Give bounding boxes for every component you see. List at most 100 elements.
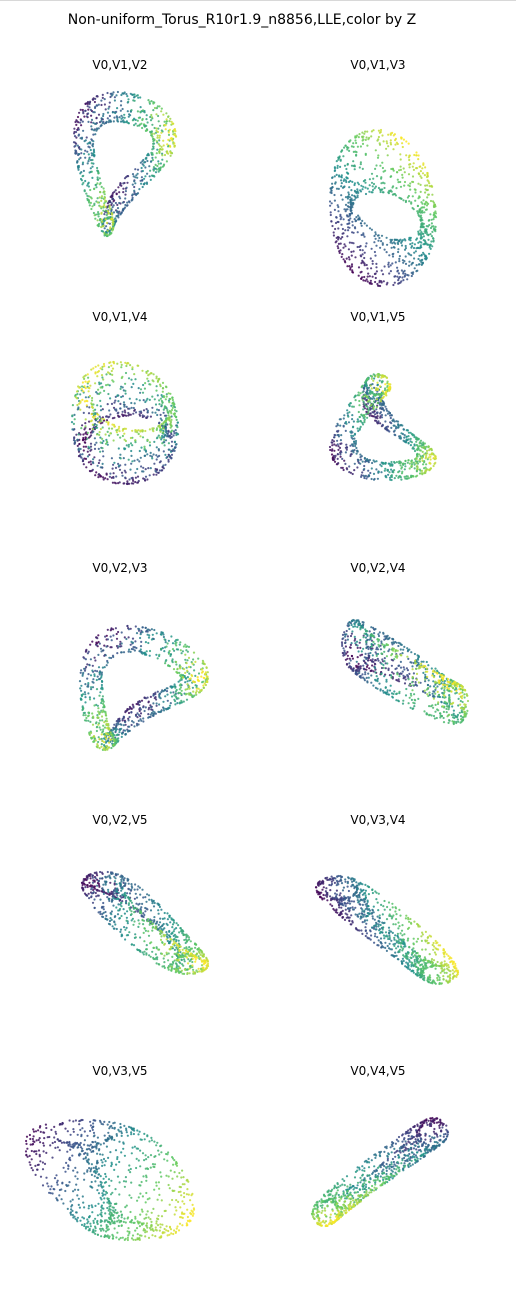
scatter-point — [85, 717, 87, 719]
scatter-point — [371, 130, 373, 132]
scatter-point — [416, 270, 418, 272]
scatter-point — [353, 146, 355, 148]
scatter-point — [395, 187, 397, 189]
scatter-point — [124, 204, 126, 206]
scatter-point — [138, 117, 140, 119]
scatter-point — [377, 154, 379, 156]
scatter-point — [350, 435, 352, 437]
scatter-point — [84, 180, 86, 182]
scatter-point — [192, 691, 194, 693]
scatter-point — [122, 182, 124, 184]
scatter-point — [416, 210, 418, 212]
scatter-point — [379, 395, 381, 397]
scatter-point — [96, 105, 98, 107]
scatter-point — [117, 723, 119, 725]
scatter-point — [413, 257, 415, 259]
scatter-point — [138, 480, 140, 482]
scatter-point — [383, 187, 385, 189]
scatter-point — [402, 649, 404, 651]
scatter-point — [132, 638, 134, 640]
scatter-point — [402, 177, 404, 179]
scatter-point — [403, 429, 405, 431]
scatter-point — [78, 153, 80, 155]
scatter-point — [102, 113, 104, 115]
scatter-point — [96, 404, 98, 406]
scatter-point — [131, 477, 133, 479]
scatter-point — [417, 205, 419, 207]
scatter-point — [177, 697, 179, 699]
scatter-point — [358, 621, 360, 623]
scatter-point — [79, 680, 81, 682]
scatter-point — [392, 255, 394, 257]
scatter-point — [366, 646, 368, 648]
scatter-point — [196, 688, 198, 690]
scatter-point — [415, 151, 417, 153]
scatter-point — [405, 245, 407, 247]
scatter-point — [341, 150, 343, 152]
scatter-point — [358, 246, 360, 248]
scatter-point — [74, 145, 76, 147]
scatter-point — [362, 391, 364, 393]
scatter-point — [415, 154, 417, 156]
scatter-point — [457, 704, 459, 706]
scatter-point — [359, 654, 361, 656]
scatter-point — [146, 129, 148, 131]
scatter-point — [404, 270, 406, 272]
scatter-point — [136, 724, 138, 726]
scatter-point — [392, 420, 394, 422]
scatter-point — [164, 444, 166, 446]
scatter-point — [80, 448, 82, 450]
scatter-point — [427, 664, 429, 666]
scatter-point — [84, 150, 86, 152]
scatter-point — [402, 272, 404, 274]
scatter-point — [379, 247, 381, 249]
scatter-point — [101, 711, 103, 713]
scatter-point — [132, 193, 134, 195]
scatter-point — [92, 134, 94, 136]
scatter-point — [130, 644, 132, 646]
scatter-point — [339, 418, 341, 420]
scatter-point — [342, 228, 344, 230]
scatter-point — [350, 198, 352, 200]
scatter-point — [361, 220, 363, 222]
scatter-point — [422, 162, 424, 164]
scatter-point — [398, 169, 400, 171]
scatter-point — [102, 695, 104, 697]
scatter-point — [408, 173, 410, 175]
scatter-point — [98, 448, 100, 450]
scatter-point — [352, 658, 354, 660]
scatter-point — [152, 695, 154, 697]
scatter-point — [415, 460, 417, 462]
scatter-point — [148, 637, 150, 639]
scatter-point — [421, 470, 423, 472]
scatter-point — [360, 185, 362, 187]
scatter-point — [112, 477, 114, 479]
scatter-point — [419, 208, 421, 210]
scatter-point — [202, 681, 204, 683]
scatter-point — [371, 191, 373, 193]
scatter-point — [151, 411, 153, 413]
scatter-point — [403, 668, 405, 670]
scatter-point — [138, 628, 140, 630]
scatter-point — [112, 464, 114, 466]
scatter-plot — [0, 76, 240, 306]
scatter-point — [367, 188, 369, 190]
scatter-point — [379, 385, 381, 387]
scatter-point — [159, 137, 161, 139]
scatter-point — [92, 716, 94, 718]
scatter-point — [116, 652, 118, 654]
scatter-point — [170, 138, 172, 140]
scatter-point — [366, 145, 368, 147]
scatter-point — [170, 692, 172, 694]
scatter-point — [367, 400, 369, 402]
scatter-point — [158, 403, 160, 405]
scatter-point — [421, 457, 423, 459]
scatter-point — [96, 375, 98, 377]
scatter-point — [142, 436, 144, 438]
scatter-point — [384, 383, 386, 385]
scatter-point — [102, 649, 104, 651]
scatter-point — [428, 253, 430, 255]
scatter-point — [101, 466, 103, 468]
scatter-point — [360, 222, 362, 224]
scatter-point — [347, 229, 349, 231]
